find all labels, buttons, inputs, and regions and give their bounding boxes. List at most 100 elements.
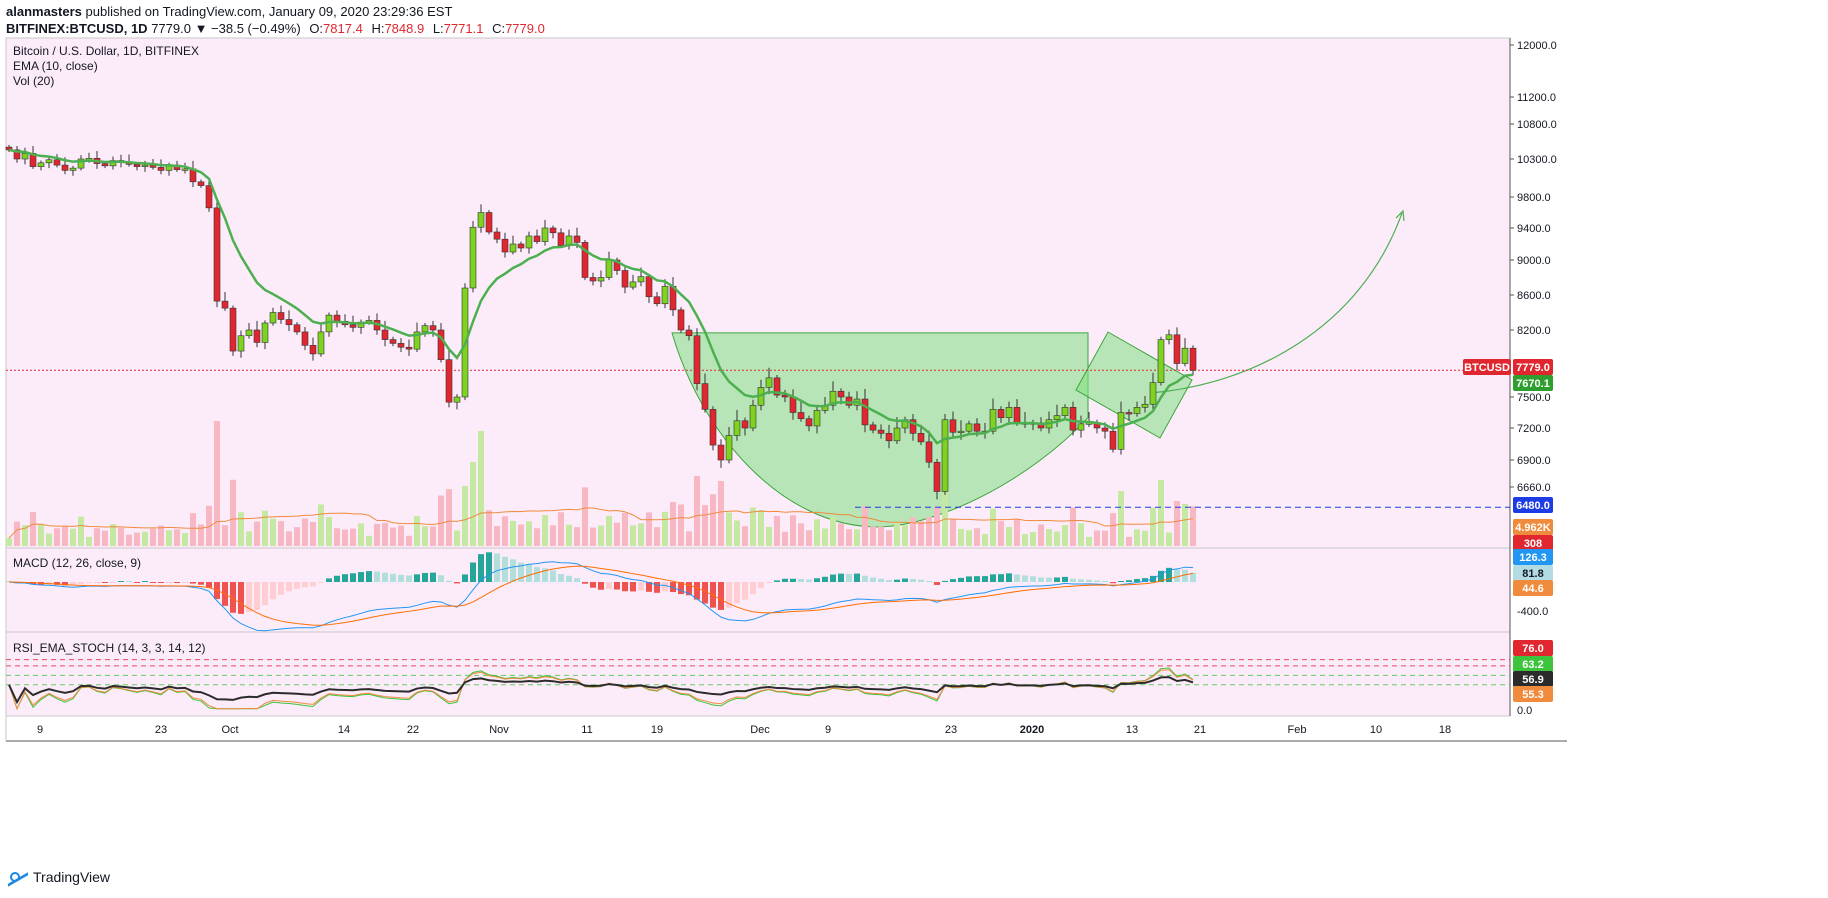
- volume-bar: [158, 525, 164, 546]
- macd-histogram-bar: [822, 576, 828, 582]
- volume-bar: [462, 486, 468, 546]
- macd-histogram-bar: [478, 554, 484, 582]
- macd-axis-tick: -400.0: [1517, 606, 1548, 618]
- low-label: L:: [432, 21, 444, 36]
- time-axis-tick: 23: [945, 724, 957, 736]
- author[interactable]: alanmasters: [6, 4, 82, 19]
- high-label: H:: [371, 21, 385, 36]
- volume-bar: [614, 522, 620, 546]
- open-label: O:: [309, 21, 324, 36]
- candle-body: [141, 164, 149, 167]
- volume-bar: [1134, 529, 1140, 546]
- candle-body: [869, 424, 877, 431]
- volume-bar: [222, 525, 228, 546]
- macd-histogram-bar: [1126, 580, 1132, 582]
- volume-bar: [950, 518, 956, 546]
- volume-bar: [782, 531, 788, 546]
- volume-bar: [318, 504, 324, 546]
- macd-histogram-bar: [966, 576, 972, 582]
- ohlc-header: BITFINEX:BTCUSD, 1D 7779.0 ▼ −38.5 (−0.4…: [6, 21, 545, 36]
- macd-histogram-bar: [390, 573, 396, 582]
- last-price-label: 7779.0: [1516, 362, 1550, 374]
- macd-histogram-bar: [542, 568, 548, 582]
- candle-body: [1005, 407, 1013, 418]
- candle-body: [525, 235, 533, 249]
- candle-body: [205, 185, 213, 209]
- low-value: 7771.1: [443, 21, 484, 36]
- support-price-label-bg: [1513, 497, 1553, 513]
- price-change: ▼ −38.5 (−0.49%): [194, 21, 301, 36]
- macd-histogram-bar: [982, 576, 988, 582]
- support-price-label: 6480.0: [1516, 500, 1550, 512]
- candle-body: [1013, 407, 1021, 424]
- candle-body: [317, 331, 325, 355]
- candle-body: [1077, 423, 1085, 431]
- macd-histogram-bar: [350, 573, 356, 582]
- time-axis-tick: 9: [825, 724, 831, 736]
- price-axis-tick: 9000.0: [1517, 255, 1551, 267]
- macd-histogram-bar: [230, 582, 236, 613]
- macd-histogram-bar: [902, 578, 908, 582]
- candle-body: [749, 404, 757, 429]
- macd-histogram-bar: [862, 575, 868, 582]
- candle-body: [485, 212, 493, 233]
- tradingview-logo-icon: [8, 870, 28, 884]
- tradingview-brand[interactable]: TradingView: [8, 869, 110, 885]
- candle-body: [493, 231, 501, 240]
- candle-body: [301, 331, 309, 346]
- volume-bar: [870, 526, 876, 546]
- macd-histogram-bar: [318, 582, 324, 583]
- candle-body: [701, 383, 709, 410]
- macd-histogram-bar: [1038, 577, 1044, 582]
- macd-histogram-bar: [886, 580, 892, 582]
- volume-bar: [350, 528, 356, 546]
- volume-bar: [494, 526, 500, 546]
- rsi-value-label-3-bg: [1513, 671, 1553, 687]
- candle-body: [1053, 415, 1061, 421]
- volume-bar: [1038, 524, 1044, 546]
- macd-histogram-bar: [206, 582, 212, 588]
- volume-bar: [630, 525, 636, 546]
- macd-histogram-bar: [62, 582, 68, 586]
- macd-histogram-bar: [646, 582, 652, 592]
- macd-histogram-bar: [774, 580, 780, 582]
- volume-bar: [1150, 507, 1156, 546]
- time-axis-tick: 22: [407, 724, 419, 736]
- candle-body: [973, 423, 981, 432]
- macd-histogram-bar: [54, 582, 60, 585]
- volume-bar: [1102, 530, 1108, 546]
- macd-histogram-bar: [950, 579, 956, 582]
- price-axis-tick: 7500.0: [1517, 392, 1551, 404]
- candle-body: [693, 335, 701, 384]
- candle-body: [949, 419, 957, 433]
- volume-bar: [1022, 534, 1028, 546]
- close-label: C:: [492, 21, 506, 36]
- macd-histogram-bar: [1086, 579, 1092, 582]
- volume-bar: [182, 532, 188, 546]
- volume-bar: [878, 526, 884, 546]
- volume-bar: [286, 531, 292, 546]
- macd-histogram-bar: [94, 582, 100, 583]
- volume-bar: [702, 505, 708, 546]
- macd-histogram-bar: [590, 582, 596, 588]
- macd-histogram-bar: [798, 579, 804, 582]
- candle-body: [501, 238, 509, 253]
- candle-body: [253, 329, 261, 343]
- macd-histogram-bar: [1182, 569, 1188, 582]
- macd-histogram-bar: [614, 582, 620, 590]
- macd-signal-value-label: 44.6: [1522, 583, 1543, 595]
- price-axis-tick: 9400.0: [1517, 223, 1551, 235]
- macd-histogram-bar: [606, 582, 612, 590]
- price-axis-tick: 7200.0: [1517, 423, 1551, 435]
- volume-bar: [134, 532, 140, 546]
- macd-histogram-bar: [438, 575, 444, 582]
- volume-bar: [1118, 491, 1124, 546]
- candle-body: [1141, 403, 1149, 408]
- time-axis-tick: Nov: [489, 724, 509, 736]
- open-value: 7817.4: [323, 21, 363, 36]
- macd-histogram-bar: [294, 582, 300, 589]
- candle-body: [1109, 430, 1117, 450]
- macd-histogram-bar: [486, 552, 492, 582]
- candle-body: [805, 418, 813, 427]
